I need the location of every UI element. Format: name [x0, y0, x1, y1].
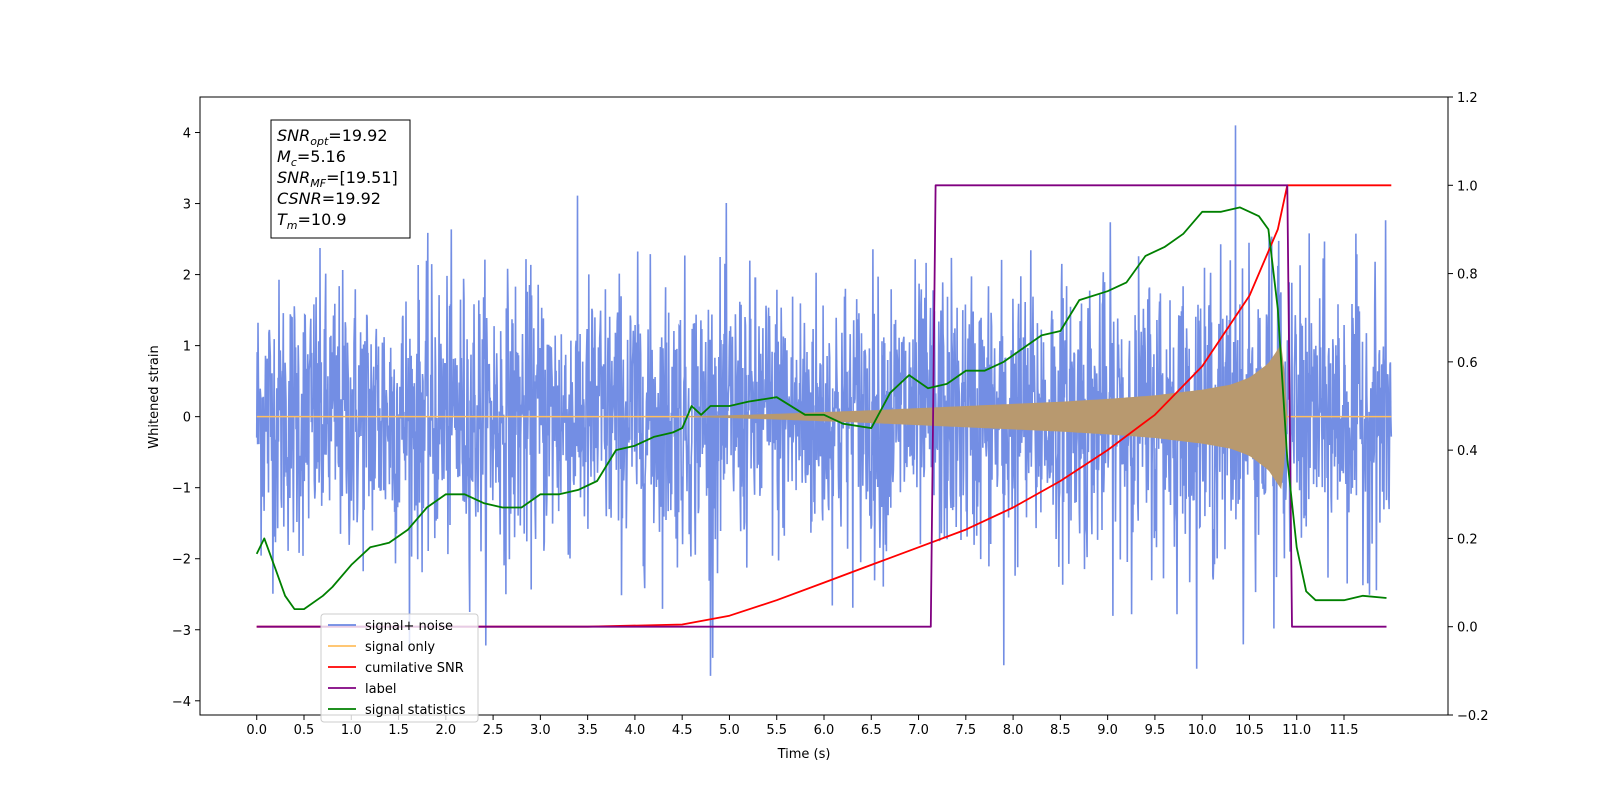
- info-line: SNRMF=[19.51]: [277, 168, 398, 190]
- x-tick-label: 6.5: [861, 723, 882, 738]
- series-signal-statistics: [255, 206, 1387, 610]
- x-axis-label: Time (s): [777, 747, 831, 762]
- x-tick-label: 7.5: [955, 723, 976, 738]
- x-tick-label: 0.0: [246, 723, 267, 738]
- y-tick-label-left: 1: [183, 340, 191, 355]
- legend-label: signal statistics: [365, 703, 466, 718]
- x-tick-label: 10.0: [1188, 723, 1217, 738]
- x-tick-label: 1.5: [388, 723, 409, 738]
- x-tick-label: 0.5: [294, 723, 315, 738]
- info-line: SNRopt=19.92: [277, 126, 388, 148]
- legend: signal+ noise signal only cumilative SNR la…: [320, 613, 479, 723]
- x-tick-label: 4.0: [625, 723, 646, 738]
- legend-label: signal+ noise: [365, 619, 453, 634]
- x-tick-label: 5.5: [766, 723, 787, 738]
- x-tick-label: 5.0: [719, 723, 740, 738]
- plot-area: [255, 125, 1393, 676]
- y-tick-label-right: 0.8: [1457, 268, 1478, 283]
- series-label: [256, 184, 1387, 628]
- y-tick-label-right: 1.2: [1457, 91, 1478, 106]
- x-tick-label: 10.5: [1235, 723, 1264, 738]
- y-tick-label-left: 3: [183, 198, 191, 213]
- x-tick-label: 4.5: [672, 723, 693, 738]
- x-tick-label: 9.5: [1145, 723, 1166, 738]
- y-tick-label-right: 0.2: [1457, 532, 1478, 547]
- x-tick-label: 7.0: [908, 723, 929, 738]
- x-tick-label: 8.5: [1050, 723, 1071, 738]
- x-tick-label: 11.5: [1330, 723, 1359, 738]
- y-tick-label-right: 1.0: [1457, 179, 1478, 194]
- y-tick-label-right: 0.4: [1457, 444, 1478, 459]
- y-tick-label-left: 4: [183, 127, 191, 142]
- info-line: CSNR=19.92: [277, 189, 381, 208]
- info-box: SNRopt=19.92Mc=5.16SNRMF=[19.51]CSNR=19.…: [270, 119, 411, 239]
- series-cumilative-snr: [256, 184, 1392, 628]
- info-line: Mc=5.16: [277, 147, 346, 169]
- y-tick-label-left: 2: [183, 269, 191, 284]
- info-line: Tm=10.9: [277, 210, 347, 232]
- y-tick-label-left: −4: [172, 695, 191, 710]
- legend-label: cumilative SNR: [365, 661, 464, 676]
- legend-frame: [320, 613, 479, 723]
- y-tick-label-left: 0: [183, 411, 191, 426]
- x-tick-label: 2.0: [435, 723, 456, 738]
- y-tick-label-right: 0.6: [1457, 356, 1478, 371]
- y-tick-label-right: −0.2: [1457, 709, 1489, 724]
- y-axis-label-left: Whitened strain: [147, 345, 162, 448]
- x-tick-label: 1.0: [341, 723, 362, 738]
- x-tick-label: 2.5: [483, 723, 504, 738]
- x-tick-label: 3.5: [577, 723, 598, 738]
- y-tick-label-left: −2: [172, 553, 191, 568]
- legend-label: label: [365, 682, 396, 697]
- info-box-frame: [270, 119, 411, 239]
- x-tick-label: 6.0: [814, 723, 835, 738]
- x-tick-label: 3.0: [530, 723, 551, 738]
- x-tick-label: 11.0: [1282, 723, 1311, 738]
- x-tick-label: 9.0: [1097, 723, 1118, 738]
- x-tick-label: 8.0: [1003, 723, 1024, 738]
- y-tick-label-left: −3: [172, 624, 191, 639]
- y-tick-label-left: −1: [172, 482, 191, 497]
- legend-label: signal only: [365, 640, 435, 655]
- axes: 0.0 0.5 1.0 1.5 2.0 2.5 3.0 3.5 4.0 4.5 5.0 5.5 6.0 6…: [172, 91, 1489, 738]
- y-tick-label-right: 0.0: [1457, 621, 1478, 636]
- signal-only-envelope: [682, 344, 1288, 490]
- series-signal-only: [256, 344, 1392, 490]
